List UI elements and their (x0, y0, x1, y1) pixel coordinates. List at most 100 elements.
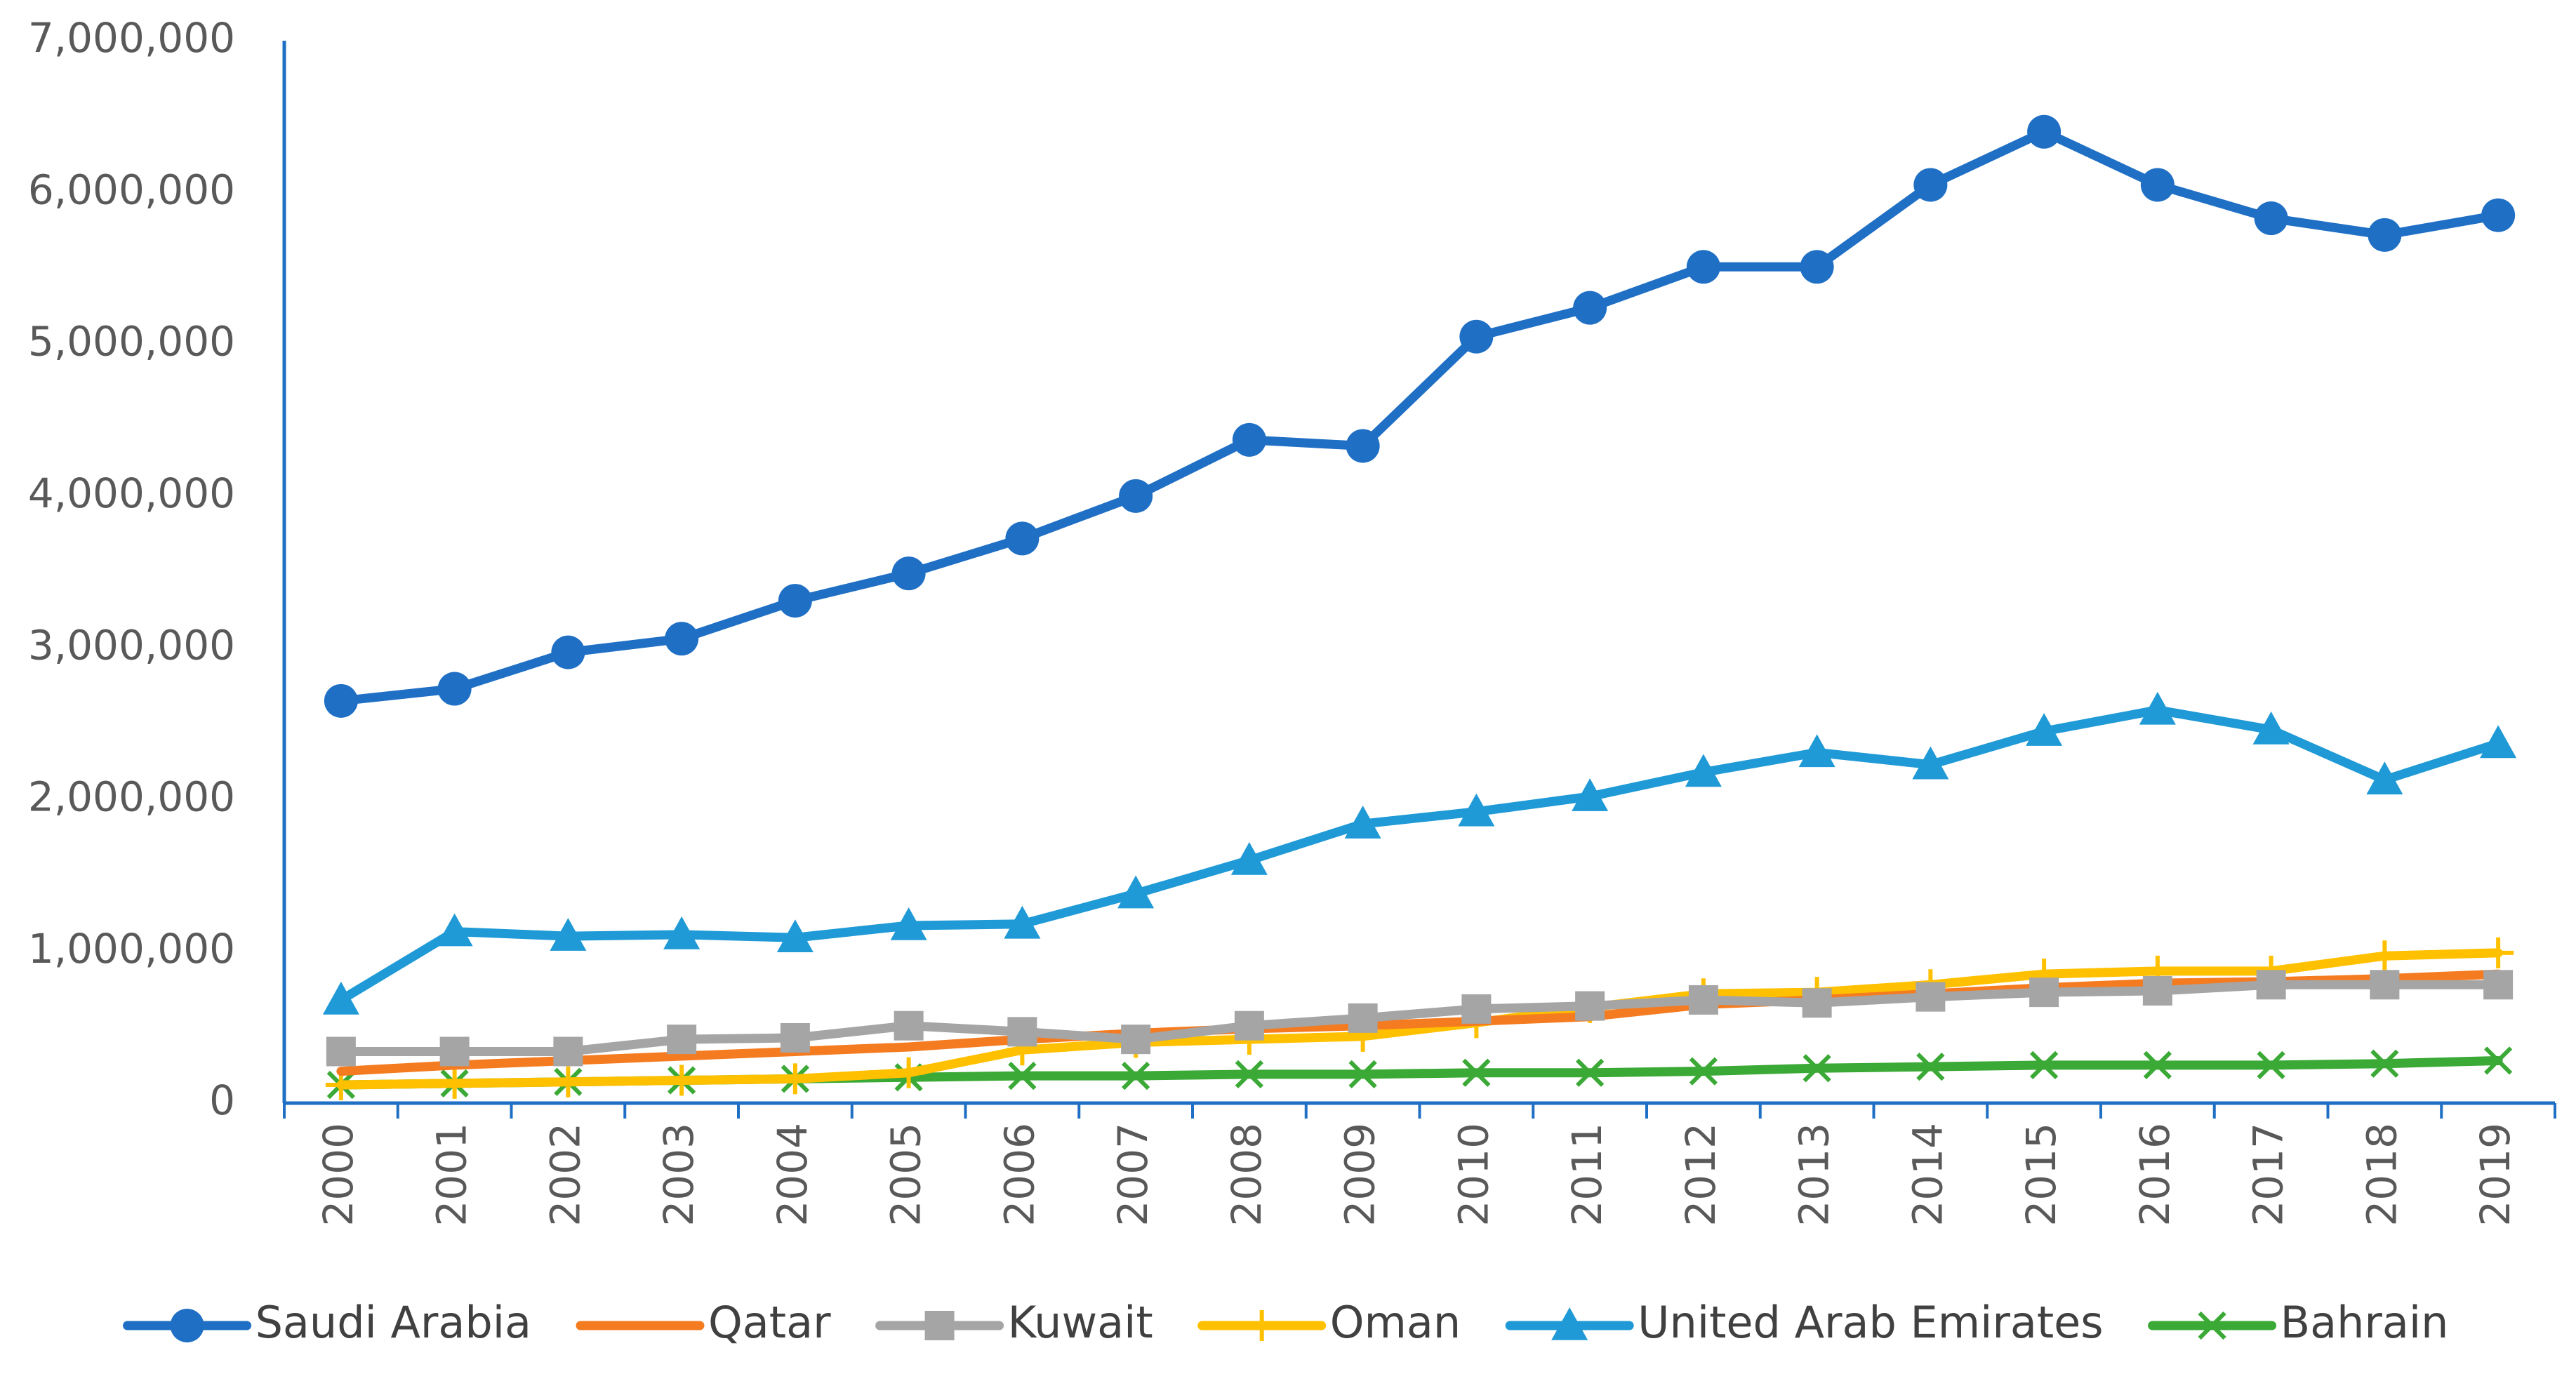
data-point (322, 981, 359, 1015)
legend-label: Kuwait (1008, 1297, 1153, 1348)
data-point (436, 913, 473, 947)
data-point (1119, 479, 1153, 513)
data-point (1230, 841, 1268, 875)
data-point (439, 1036, 470, 1067)
data-point (2140, 168, 2175, 202)
data-point (1348, 1003, 1378, 1033)
data-point (1121, 1025, 1151, 1055)
data-point (1575, 991, 1605, 1021)
data-point (1122, 1061, 1150, 1090)
legend-item-saudi-arabia: Saudi Arabia (123, 1297, 531, 1348)
legend-item-kuwait: Kuwait (875, 1297, 1153, 1348)
data-point (1689, 1057, 1718, 1086)
series-layer (322, 114, 2517, 1101)
data-point (326, 1036, 356, 1067)
y-tick-label: 3,000,000 (28, 621, 235, 669)
series-line-saudi-arabia (336, 127, 2503, 706)
data-point (551, 635, 585, 669)
data-point (1344, 806, 1381, 839)
data-point (778, 584, 812, 618)
data-point (780, 1022, 810, 1053)
x-tick-label: 2001 (428, 1123, 476, 1227)
data-point (1005, 521, 1040, 556)
y-tick-label: 1,000,000 (28, 925, 235, 973)
legend-marker (924, 1311, 955, 1340)
series-line-qatar (336, 969, 2503, 1076)
x-tick-label: 2011 (1563, 1123, 1611, 1227)
series-united-arab-emirates (322, 691, 2517, 1015)
data-point (1007, 1017, 1037, 1047)
data-point (2368, 218, 2402, 252)
legend-label: Oman (1330, 1297, 1461, 1348)
data-point (1461, 994, 1492, 1024)
legend-item-qatar: Qatar (576, 1297, 831, 1348)
data-point (1459, 319, 1494, 354)
data-point (776, 919, 814, 953)
data-point (2142, 975, 2172, 1006)
data-point (324, 683, 358, 718)
x-tick-label: 2016 (2131, 1123, 2179, 1227)
legend-item-bahrain: Bahrain (2148, 1297, 2448, 1348)
data-point (667, 1025, 697, 1055)
y-axis-tick-labels: 0 1,000,000 2,000,000 3,000,000 4,000,000 5,0… (28, 14, 235, 1124)
x-tick-label: 2006 (995, 1123, 1043, 1227)
data-point (893, 1057, 924, 1088)
series-line-oman (336, 948, 2503, 1090)
data-point (1573, 291, 1607, 325)
data-point (2252, 711, 2290, 745)
data-point (2026, 713, 2063, 746)
data-point (553, 1036, 583, 1067)
data-point (1117, 875, 1155, 909)
legend-marker (170, 1309, 204, 1342)
data-point (2480, 725, 2517, 759)
legend-marker (1246, 1310, 1277, 1341)
x-tick-label: 2004 (769, 1123, 816, 1227)
data-point (666, 1065, 698, 1096)
x-tick-label: 2013 (1791, 1123, 1838, 1227)
data-point (1462, 1058, 1491, 1087)
data-point (2366, 761, 2403, 795)
data-point (2369, 940, 2401, 972)
legend-item-united-arab-emirates: United Arab Emirates (1505, 1297, 2104, 1348)
legend-label: Saudi Arabia (255, 1297, 531, 1348)
data-point (1688, 985, 1718, 1015)
data-point (1572, 778, 1609, 811)
y-tick-label: 6,000,000 (28, 166, 235, 213)
legend: Saudi Arabia Qatar Kuwait Oman United Arab E… (123, 1297, 2448, 1348)
data-point (1802, 1054, 1831, 1083)
series-qatar (336, 969, 2503, 1076)
legend-item-oman: Oman (1197, 1297, 1461, 1348)
legend-label: United Arab Emirates (1638, 1297, 2103, 1348)
data-point (2029, 978, 2059, 1008)
x-tick-label: 2000 (314, 1123, 362, 1227)
data-point (2484, 1046, 2513, 1075)
data-point (1912, 746, 1949, 780)
data-point (1686, 250, 1720, 284)
data-point (2483, 970, 2514, 1000)
series-line-kuwait (336, 980, 2503, 1056)
x-tick-label: 2008 (1223, 1123, 1270, 1227)
data-point (1348, 1060, 1377, 1089)
data-point (1913, 168, 1948, 202)
y-tick-label: 5,000,000 (28, 318, 235, 366)
x-tick-label: 2005 (882, 1123, 930, 1227)
data-point (894, 1010, 924, 1041)
data-point (779, 1063, 811, 1095)
data-point (891, 556, 926, 591)
data-point (1458, 793, 1495, 827)
data-point (2257, 1050, 2285, 1080)
series-kuwait (326, 970, 2514, 1067)
data-point (2483, 937, 2514, 968)
data-point (1802, 988, 1832, 1018)
data-point (2370, 1049, 2399, 1078)
x-tick-label: 2007 (1109, 1123, 1157, 1227)
y-tick-label: 0 (209, 1076, 235, 1124)
data-point (2481, 198, 2516, 232)
data-point (2254, 201, 2288, 236)
data-point (1576, 1058, 1605, 1087)
data-point (1004, 905, 1041, 939)
data-point (2143, 1050, 2172, 1080)
data-point (2139, 691, 2176, 725)
y-tick-label: 2,000,000 (28, 773, 235, 821)
series-line-united-arab-emirates (336, 705, 2503, 1005)
